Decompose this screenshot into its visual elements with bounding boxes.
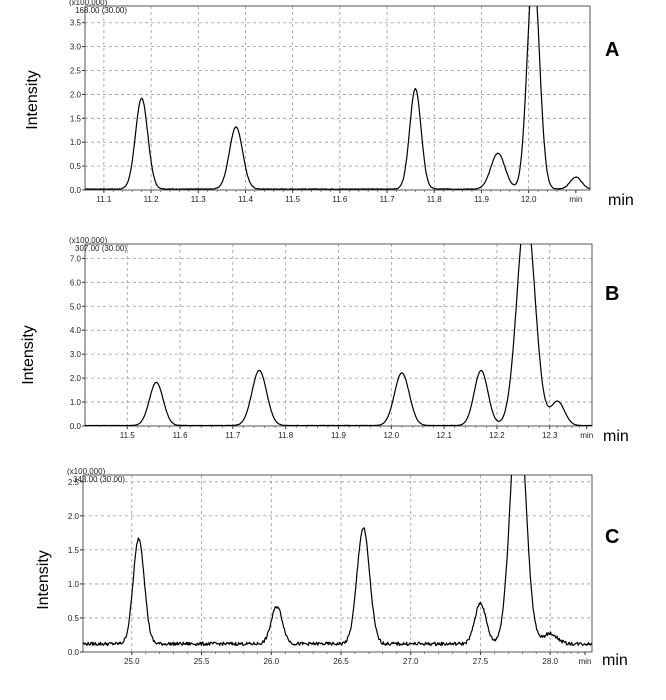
x-tick-label: min xyxy=(569,195,582,204)
y-tick-label: 0.0 xyxy=(70,422,82,431)
y-tick-label: 2.0 xyxy=(70,374,82,383)
x-tick-label: 26.5 xyxy=(333,657,349,666)
y-tick-label: 3.5 xyxy=(70,19,82,28)
x-tick-label: 11.1 xyxy=(96,195,112,204)
y-tick-label: 4.0 xyxy=(70,326,82,335)
x-tick-label: 11.9 xyxy=(474,195,490,204)
y-tick-label: 1.0 xyxy=(70,398,82,407)
y-tick-label: 2.5 xyxy=(70,67,82,76)
x-unit-label: min xyxy=(608,192,634,209)
y-tick-label: 1.5 xyxy=(70,114,82,123)
trace-label: 343.00 (30.00) xyxy=(73,475,125,484)
chromatogram-trace xyxy=(85,244,592,426)
chromatogram-c-chart: 25.0 25.5 26.0 26.5 27.0 27.5 28.0 min 0.0 0.5 1.0… xyxy=(35,467,628,669)
y-tick-label: 5.0 xyxy=(70,302,82,311)
x-tick-label: 12.0 xyxy=(384,431,400,440)
x-tick-label: 27.5 xyxy=(473,657,489,666)
x-tick-label: 11.6 xyxy=(173,431,189,440)
plot-frame xyxy=(82,474,593,653)
y-axis-label: Intensity xyxy=(24,70,41,130)
trace-label: 307.00 (30.00) xyxy=(75,244,127,253)
x-tick-label: 12.0 xyxy=(521,195,537,204)
x-tick-label: 11.5 xyxy=(120,431,136,440)
x-tick-label: 11.4 xyxy=(238,195,254,204)
x-unit-label: min xyxy=(603,428,629,445)
y-tick-label: 2.5 xyxy=(68,478,80,487)
trace-label: 168.00 (30.00) xyxy=(75,6,127,15)
y-tick-label: 1.5 xyxy=(68,546,80,555)
chromatogram-panel-b: 11.5 11.6 11.7 11.8 11.9 12.0 12.1 12.2 12.3 min 0… xyxy=(0,230,666,450)
x-tick-label: 11.5 xyxy=(285,195,301,204)
y-multiplier-label: (x100,000) xyxy=(69,0,108,7)
chromatogram-b-chart: 11.5 11.6 11.7 11.8 11.9 12.0 12.1 12.2 12.3 min 0… xyxy=(20,236,629,445)
chromatogram-panel-c: 25.0 25.5 26.0 26.5 27.0 27.5 28.0 min 0.0 0.5 1.0… xyxy=(0,460,666,695)
y-axis-label: Intensity xyxy=(35,550,52,610)
x-tick-label: 11.8 xyxy=(278,431,294,440)
x-tick-label: 27.0 xyxy=(403,657,419,666)
x-tick-label: 11.2 xyxy=(144,195,160,204)
panel-label: C xyxy=(605,526,619,548)
plot-frame xyxy=(84,5,591,191)
y-tick-label: 1.0 xyxy=(70,138,82,147)
y-tick-label: 6.0 xyxy=(70,278,82,287)
x-tick-label: 12.3 xyxy=(542,431,558,440)
chromatogram-trace xyxy=(83,475,592,647)
x-tick-label: 25.5 xyxy=(194,657,210,666)
x-tick-label: 11.3 xyxy=(191,195,207,204)
panel-label: A xyxy=(605,39,619,61)
x-unit-label: min xyxy=(602,652,628,669)
y-tick-label: 2.0 xyxy=(70,90,82,99)
y-tick-label: 1.0 xyxy=(68,580,80,589)
chromatogram-a-chart: 11.1 11.2 11.3 11.4 11.5 11.6 11.7 11.8 11.9 12.0… xyxy=(24,0,634,209)
y-tick-label: 0.5 xyxy=(70,162,82,171)
x-tick-label: min xyxy=(579,657,592,666)
x-tick-label: 11.8 xyxy=(427,195,443,204)
chromatogram-panel-a: 11.1 11.2 11.3 11.4 11.5 11.6 11.7 11.8 11.9 12.0… xyxy=(0,0,666,220)
x-tick-label: min xyxy=(580,431,593,440)
y-tick-label: 7.0 xyxy=(70,254,82,263)
y-multiplier-label: (x100,000) xyxy=(69,236,108,245)
x-tick-label: 12.1 xyxy=(436,431,452,440)
y-tick-label: 2.0 xyxy=(68,512,80,521)
y-tick-label: 3.0 xyxy=(70,350,82,359)
x-tick-label: 11.9 xyxy=(331,431,347,440)
y-multiplier-label: (x100,000) xyxy=(67,467,106,476)
chromatogram-trace xyxy=(85,6,590,190)
x-tick-label: 25.0 xyxy=(124,657,140,666)
x-tick-label: 11.6 xyxy=(332,195,348,204)
y-tick-label: 0.5 xyxy=(68,614,80,623)
panel-label: B xyxy=(605,283,619,305)
y-axis-label: Intensity xyxy=(20,325,37,385)
y-tick-label: 0.0 xyxy=(70,186,82,195)
x-tick-label: 11.7 xyxy=(225,431,241,440)
x-tick-label: 26.0 xyxy=(263,657,279,666)
x-tick-label: 28.0 xyxy=(542,657,558,666)
y-tick-label: 3.0 xyxy=(70,43,82,52)
x-tick-label: 11.7 xyxy=(380,195,396,204)
x-tick-label: 12.2 xyxy=(489,431,505,440)
y-tick-label: 0.0 xyxy=(68,648,80,657)
